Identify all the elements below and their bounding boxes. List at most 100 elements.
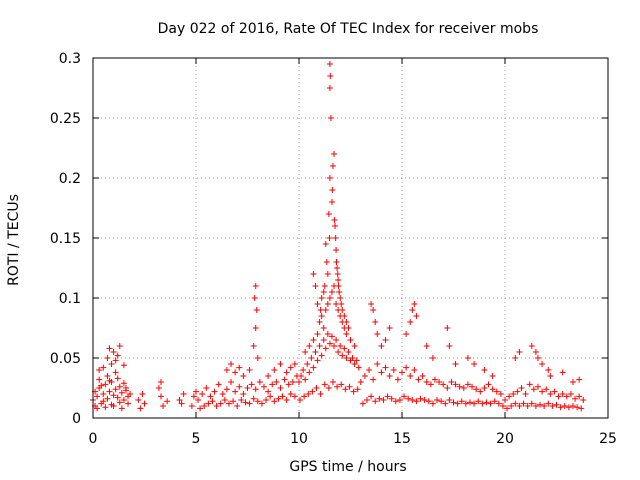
data-point bbox=[421, 397, 428, 403]
data-point bbox=[471, 361, 478, 367]
data-point bbox=[254, 398, 261, 405]
y-tick-label: 0.1 bbox=[59, 291, 81, 307]
data-point bbox=[112, 386, 119, 393]
data-point bbox=[244, 385, 251, 391]
data-point bbox=[329, 187, 336, 193]
data-point bbox=[551, 388, 558, 395]
data-point bbox=[477, 388, 484, 395]
data-point bbox=[265, 373, 272, 379]
data-point bbox=[423, 343, 430, 349]
plot-frame bbox=[92, 57, 609, 419]
data-point bbox=[160, 403, 167, 409]
data-point bbox=[232, 388, 239, 395]
data-point bbox=[368, 301, 375, 307]
data-point bbox=[334, 271, 341, 277]
y-tick-label: 0.05 bbox=[50, 351, 81, 367]
data-point bbox=[106, 345, 113, 352]
data-point bbox=[325, 211, 332, 217]
data-point bbox=[314, 331, 321, 337]
data-point bbox=[297, 397, 304, 403]
data-point bbox=[510, 391, 517, 397]
data-point bbox=[331, 343, 338, 349]
data-point bbox=[155, 385, 162, 391]
data-point bbox=[493, 388, 500, 395]
data-point bbox=[250, 343, 257, 349]
data-point bbox=[516, 403, 523, 409]
data-point bbox=[118, 389, 125, 396]
data-point bbox=[252, 283, 259, 289]
data-point bbox=[333, 247, 340, 253]
data-point bbox=[429, 400, 436, 407]
data-point bbox=[234, 403, 241, 409]
data-point bbox=[176, 397, 183, 403]
data-point bbox=[427, 381, 434, 388]
data-point bbox=[94, 405, 101, 412]
data-point bbox=[332, 235, 339, 241]
data-point bbox=[318, 295, 325, 301]
data-point bbox=[442, 400, 449, 407]
data-point bbox=[98, 382, 105, 389]
data-point bbox=[543, 386, 550, 393]
data-point bbox=[116, 383, 123, 390]
data-point bbox=[576, 376, 583, 383]
data-point bbox=[423, 379, 430, 385]
data-point bbox=[314, 301, 321, 307]
data-point bbox=[201, 403, 208, 409]
data-point bbox=[141, 400, 148, 407]
data-point bbox=[346, 383, 353, 390]
data-point bbox=[506, 393, 513, 400]
data-point bbox=[411, 367, 418, 373]
data-point bbox=[269, 381, 276, 388]
data-point bbox=[263, 397, 270, 403]
y-tick-label: 0 bbox=[72, 411, 81, 427]
data-point bbox=[135, 397, 142, 403]
data-point bbox=[549, 403, 556, 409]
data-point bbox=[324, 331, 331, 337]
data-point bbox=[308, 355, 315, 361]
data-point bbox=[283, 369, 290, 376]
data-point bbox=[100, 391, 107, 397]
data-point bbox=[351, 343, 358, 349]
data-point bbox=[413, 398, 420, 405]
data-point bbox=[388, 395, 395, 402]
data-point bbox=[576, 393, 583, 400]
data-point bbox=[96, 376, 103, 383]
data-point bbox=[334, 265, 341, 271]
data-point bbox=[246, 367, 253, 373]
data-point bbox=[331, 217, 338, 223]
data-point bbox=[199, 391, 206, 397]
data-point bbox=[355, 364, 362, 371]
data-point bbox=[322, 241, 329, 247]
data-point bbox=[475, 398, 482, 405]
data-point bbox=[223, 386, 230, 393]
data-point bbox=[228, 361, 235, 367]
data-point bbox=[321, 283, 328, 289]
data-point bbox=[251, 295, 258, 301]
data-point bbox=[409, 397, 416, 403]
data-point bbox=[401, 393, 408, 400]
data-point bbox=[508, 403, 515, 409]
data-point bbox=[343, 319, 350, 325]
data-point bbox=[349, 355, 356, 361]
data-point bbox=[473, 386, 480, 393]
data-point bbox=[444, 385, 451, 391]
data-point bbox=[407, 319, 414, 325]
data-point bbox=[248, 381, 255, 388]
data-point bbox=[328, 289, 335, 295]
data-point bbox=[327, 73, 334, 79]
data-point bbox=[403, 364, 410, 371]
data-point bbox=[534, 383, 541, 390]
data-point bbox=[363, 397, 370, 403]
data-point bbox=[569, 403, 576, 409]
data-point bbox=[337, 295, 344, 301]
data-point bbox=[518, 385, 525, 391]
data-point bbox=[559, 369, 566, 376]
data-point bbox=[547, 373, 554, 379]
data-point bbox=[317, 307, 324, 313]
data-point bbox=[228, 379, 235, 385]
data-point bbox=[271, 398, 278, 405]
data-point bbox=[464, 381, 471, 388]
data-point bbox=[316, 319, 323, 325]
x-tick-label: 10 bbox=[290, 431, 308, 447]
data-point bbox=[277, 385, 284, 391]
